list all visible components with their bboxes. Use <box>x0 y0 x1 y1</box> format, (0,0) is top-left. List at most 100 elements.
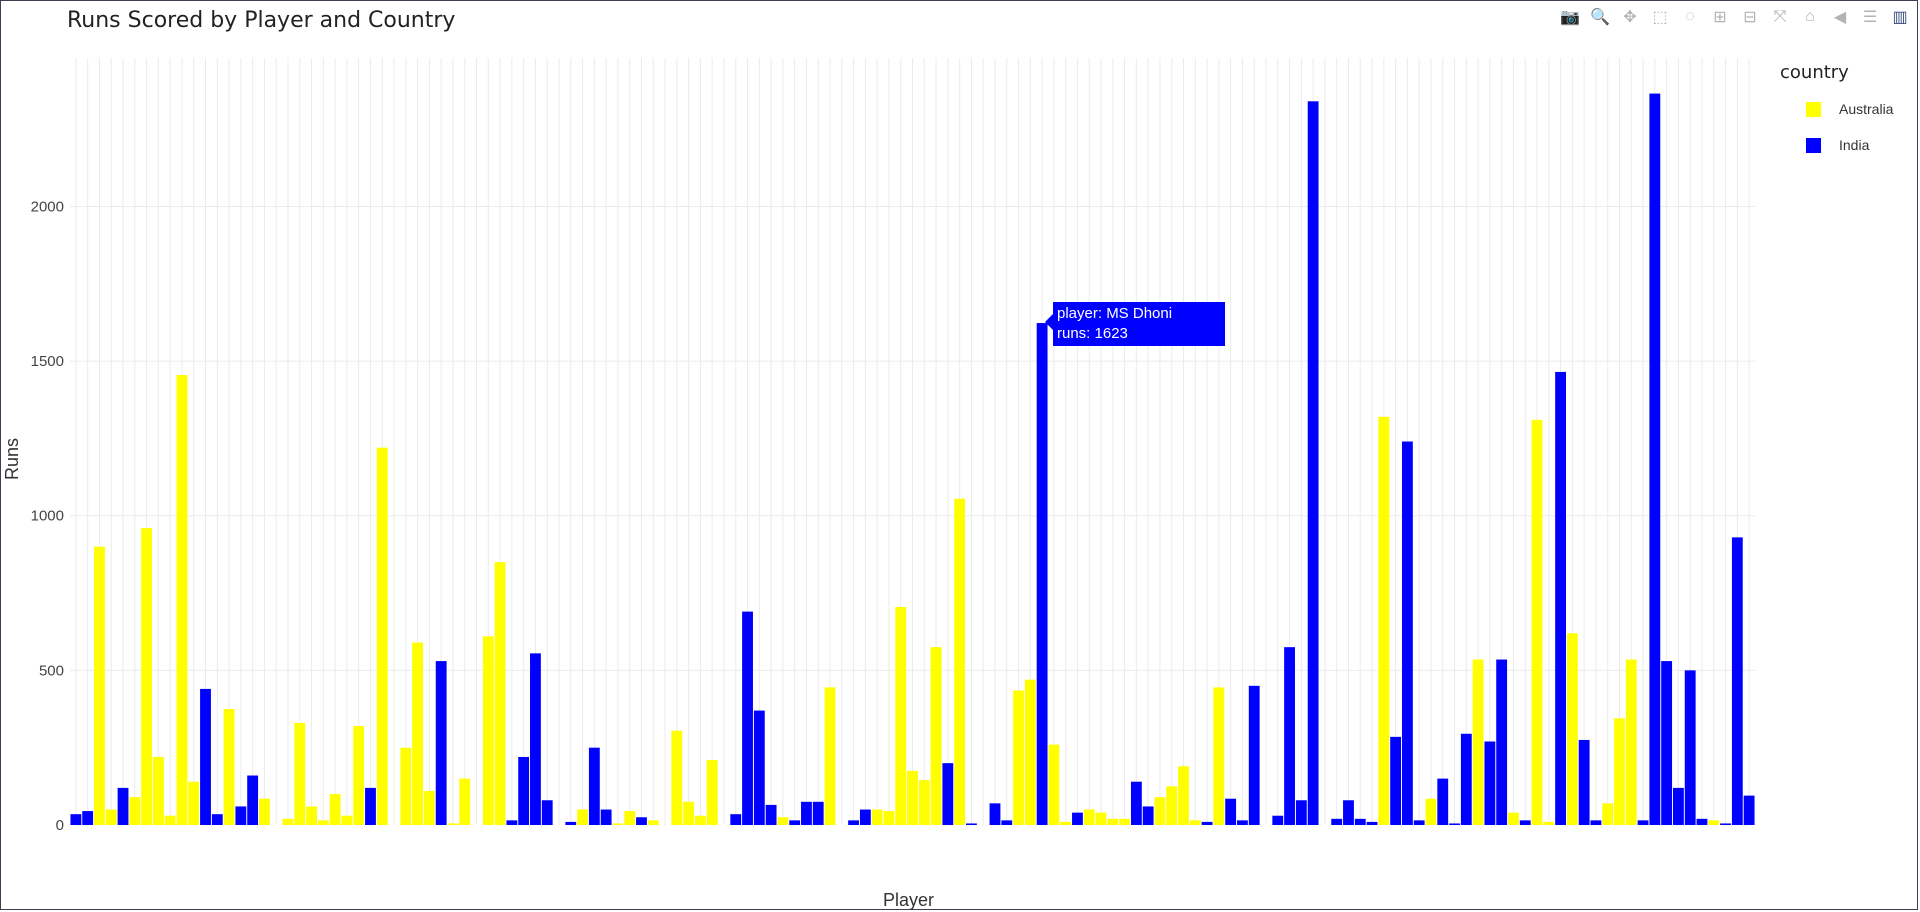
bar[interactable] <box>918 780 930 825</box>
bar[interactable] <box>1013 690 1024 825</box>
bar[interactable] <box>577 809 588 825</box>
plotly-logo-icon[interactable]: ▥ <box>1892 9 1908 26</box>
bar[interactable] <box>541 800 553 825</box>
bar[interactable] <box>1095 812 1107 825</box>
bar[interactable] <box>1496 659 1508 825</box>
bar[interactable] <box>789 820 801 825</box>
bar[interactable] <box>1731 537 1743 825</box>
bar[interactable] <box>447 823 459 825</box>
bar[interactable] <box>200 688 211 825</box>
bar[interactable] <box>1307 101 1319 825</box>
bar[interactable] <box>942 763 954 825</box>
bar[interactable] <box>1590 820 1602 825</box>
bar[interactable] <box>152 756 164 825</box>
bar[interactable] <box>129 797 141 825</box>
camera-icon[interactable]: 📷 <box>1560 9 1580 26</box>
bar[interactable] <box>1295 800 1307 825</box>
bar[interactable] <box>1720 823 1731 825</box>
bar[interactable] <box>1508 812 1519 825</box>
bar[interactable] <box>1672 787 1684 825</box>
bar[interactable] <box>636 817 647 825</box>
bar[interactable] <box>1166 786 1178 825</box>
bar[interactable] <box>341 815 353 825</box>
bar[interactable] <box>1625 659 1637 825</box>
box-select-icon[interactable]: ⬚ <box>1652 9 1668 26</box>
zoom-icon[interactable]: 🔍 <box>1590 9 1610 26</box>
bar[interactable] <box>624 811 636 825</box>
bar[interactable] <box>907 770 918 825</box>
bar[interactable] <box>1602 803 1614 825</box>
bar[interactable] <box>848 820 860 825</box>
bar[interactable] <box>223 709 235 825</box>
bar[interactable] <box>235 806 247 825</box>
bar[interactable] <box>282 818 294 825</box>
bar[interactable] <box>1578 739 1590 825</box>
bar[interactable] <box>930 647 942 825</box>
bar[interactable] <box>671 730 683 825</box>
bar[interactable] <box>1614 718 1625 825</box>
bar[interactable] <box>1649 93 1661 826</box>
bar[interactable] <box>1142 806 1154 825</box>
bar[interactable] <box>518 756 530 825</box>
bar[interactable] <box>871 809 883 825</box>
bar[interactable] <box>1449 823 1460 825</box>
bar[interactable] <box>1696 818 1708 825</box>
bar[interactable] <box>1661 661 1673 825</box>
zoom-in-icon[interactable]: ⊞ <box>1713 9 1727 26</box>
bar[interactable] <box>412 642 424 825</box>
bar[interactable] <box>742 611 753 825</box>
bar[interactable] <box>1060 821 1072 825</box>
bar[interactable] <box>105 809 117 825</box>
bar[interactable] <box>1213 687 1225 825</box>
bar[interactable] <box>777 817 789 825</box>
autoscale-icon[interactable]: ⤧ <box>1773 8 1787 25</box>
bar[interactable] <box>1048 744 1060 825</box>
home-icon[interactable]: ⌂ <box>1805 8 1815 25</box>
bar[interactable] <box>1178 766 1189 825</box>
bar[interactable] <box>683 801 695 825</box>
bar[interactable] <box>565 821 577 825</box>
bar[interactable] <box>1119 818 1131 825</box>
bar[interactable] <box>1024 679 1036 825</box>
bar[interactable] <box>1413 820 1425 825</box>
bar[interactable] <box>1237 820 1248 825</box>
bar[interactable] <box>94 546 105 825</box>
bar[interactable] <box>353 726 365 825</box>
bar[interactable] <box>1154 797 1166 825</box>
bar[interactable] <box>1189 820 1201 825</box>
bar[interactable] <box>1378 416 1390 825</box>
bar[interactable] <box>895 606 907 825</box>
bar[interactable] <box>801 801 812 825</box>
bar[interactable] <box>1543 821 1555 825</box>
bar[interactable] <box>376 447 388 825</box>
bar[interactable] <box>954 498 966 825</box>
bar[interactable] <box>1284 647 1295 825</box>
bar[interactable] <box>70 814 82 825</box>
bar[interactable] <box>1390 736 1402 825</box>
bar[interactable] <box>1684 670 1696 825</box>
bar[interactable] <box>1366 821 1378 825</box>
bar[interactable] <box>1001 820 1013 825</box>
lasso-icon[interactable]: ◌ <box>1685 8 1695 25</box>
bar[interactable] <box>435 661 447 825</box>
spike-lines-icon[interactable]: ◀ <box>1833 9 1847 26</box>
bar[interactable] <box>211 814 223 825</box>
bar[interactable] <box>317 820 329 825</box>
bar[interactable] <box>1107 818 1119 825</box>
bar[interactable] <box>965 823 977 825</box>
legend-item-australia[interactable]: Australia <box>1780 91 1893 127</box>
bar[interactable] <box>1484 741 1496 825</box>
bar[interactable] <box>1425 798 1437 825</box>
bar[interactable] <box>506 820 518 825</box>
bar[interactable] <box>812 801 824 825</box>
bar[interactable] <box>989 803 1001 825</box>
bar[interactable] <box>400 747 412 825</box>
bar[interactable] <box>365 787 376 825</box>
bar[interactable] <box>82 811 94 825</box>
bar[interactable] <box>600 809 612 825</box>
bar[interactable] <box>753 710 765 825</box>
bar[interactable] <box>247 775 259 825</box>
bar[interactable] <box>1460 733 1472 825</box>
bar[interactable] <box>588 747 600 825</box>
bar[interactable] <box>1519 820 1531 825</box>
